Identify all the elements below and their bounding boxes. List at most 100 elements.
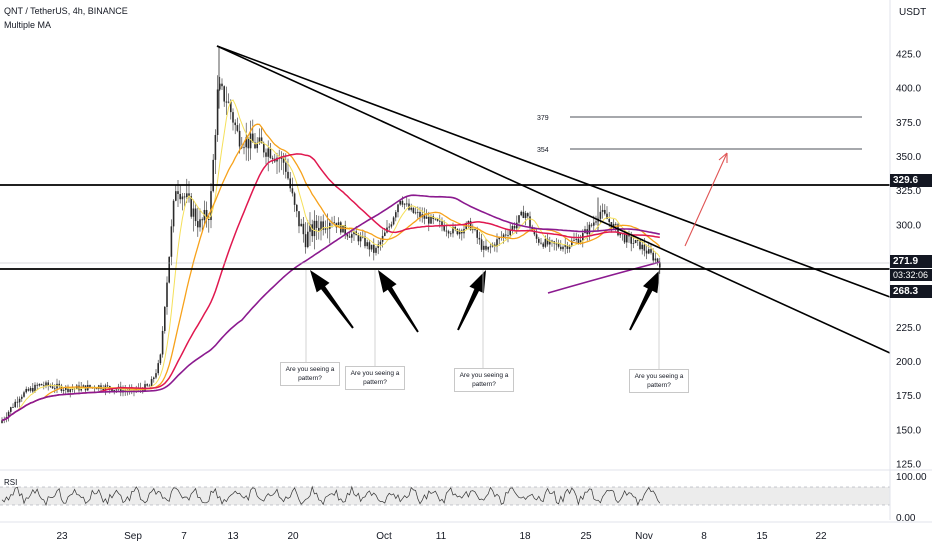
price-tick-label: 200.0	[896, 357, 921, 368]
candle-body	[599, 211, 602, 219]
candle-body	[557, 243, 560, 247]
candle-body	[414, 212, 417, 214]
candle-body	[212, 159, 214, 192]
candle-body	[232, 112, 234, 123]
candle-body	[364, 236, 366, 247]
candle-body	[34, 384, 36, 392]
candle-body	[452, 226, 454, 234]
candle-body	[287, 171, 289, 179]
candle-body	[320, 221, 322, 231]
annotation-box: Are you seeing a pattern?	[280, 362, 340, 386]
candle-body	[221, 83, 223, 87]
candle-body	[115, 389, 118, 391]
annotation-box: Are you seeing a pattern?	[454, 368, 514, 392]
time-tick-label: Oct	[376, 531, 392, 542]
candle-body	[487, 246, 489, 250]
price-tick-label: 325.0	[896, 186, 921, 197]
projection-arrow-head	[718, 152, 728, 163]
candle-body	[423, 214, 426, 219]
candle-body	[269, 148, 272, 158]
candle-body	[166, 282, 168, 307]
candle-body	[496, 239, 498, 247]
candle-body	[227, 101, 230, 103]
candle-body	[159, 354, 162, 364]
candle-body	[630, 236, 632, 244]
candle-body	[47, 382, 49, 386]
candle-body	[562, 246, 564, 250]
candle-body	[254, 142, 256, 149]
candle-body	[392, 217, 395, 225]
candle-body	[175, 191, 177, 201]
candle-body	[505, 234, 507, 236]
candle-body	[282, 156, 285, 163]
candle-body	[351, 234, 353, 238]
candle-body	[106, 385, 109, 387]
candle-body	[27, 388, 30, 391]
candle-body	[648, 249, 650, 254]
candle-body	[395, 212, 397, 218]
candle-body	[146, 384, 148, 386]
candle-body	[1, 420, 3, 423]
candle-body	[54, 388, 56, 390]
candle-body	[333, 222, 335, 224]
candle-body	[516, 222, 518, 229]
level-tag-lower: 268.3	[890, 285, 932, 298]
candle-body	[205, 209, 208, 219]
candle-body	[384, 232, 386, 236]
candle-body	[23, 392, 25, 397]
candle-body	[271, 157, 274, 159]
pointer-arrow	[310, 270, 354, 329]
candle-body	[256, 142, 258, 149]
candle-body	[373, 244, 375, 253]
rsi-label: RSI	[4, 478, 18, 487]
candle-body	[199, 219, 201, 228]
candle-body	[443, 226, 445, 231]
candle-body	[38, 384, 41, 386]
candle-body	[656, 258, 659, 263]
rsi-line	[1, 485, 661, 507]
candle-body	[456, 229, 459, 235]
candle-body	[291, 188, 294, 194]
price-tick-label: 375.0	[896, 118, 921, 129]
candle-body	[102, 388, 104, 391]
candle-body	[441, 221, 443, 227]
candle-body	[344, 225, 346, 235]
candle-body	[296, 204, 298, 212]
candle-body	[368, 242, 371, 250]
candle-body	[533, 230, 536, 235]
candle-body	[302, 223, 305, 235]
candle-body	[214, 135, 217, 160]
candle-body	[469, 221, 472, 231]
candle-body	[540, 242, 542, 244]
candle-body	[573, 239, 575, 241]
candle-body	[511, 226, 514, 231]
candle-body	[265, 152, 267, 157]
candle-body	[549, 240, 551, 245]
candle-body	[186, 193, 188, 198]
candle-body	[370, 244, 373, 250]
candle-body	[593, 222, 595, 226]
candle-body	[419, 211, 421, 218]
candle-body	[252, 133, 254, 143]
candle-body	[172, 200, 175, 227]
pointer-arrow	[629, 270, 660, 331]
candle-body	[49, 385, 52, 387]
candle-body	[366, 242, 368, 247]
candle-body	[258, 137, 261, 143]
moving-averages	[1, 99, 661, 422]
candle-body	[472, 229, 474, 231]
candle-body	[588, 224, 591, 235]
candle-body	[560, 246, 562, 250]
candle-body	[390, 224, 393, 227]
candle-body	[150, 379, 153, 387]
ma-mid-line	[1, 123, 661, 421]
candle-body	[483, 245, 485, 250]
candle-body	[522, 211, 525, 218]
ma-long-line	[1, 194, 660, 422]
candle-body	[177, 191, 179, 195]
candle-body	[436, 218, 439, 221]
candle-body	[654, 258, 657, 261]
price-tick-label: 300.0	[896, 220, 921, 231]
price-tick-label: 175.0	[896, 391, 921, 402]
